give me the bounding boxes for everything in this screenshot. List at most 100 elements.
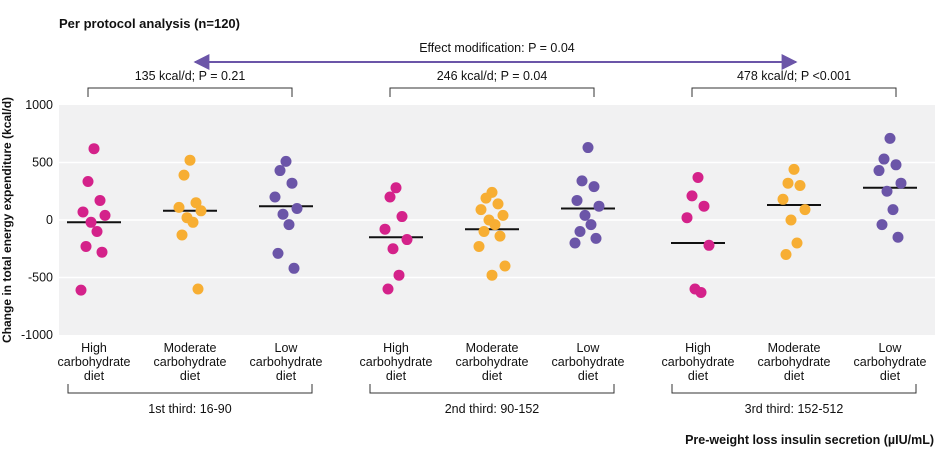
diet-label: carbohydrate (758, 355, 831, 369)
data-point (88, 143, 100, 155)
series-low (863, 132, 917, 243)
data-point (794, 180, 806, 191)
data-point (390, 182, 402, 194)
data-point (288, 262, 300, 274)
data-point (384, 191, 396, 203)
data-point (873, 165, 885, 177)
data-point (475, 204, 487, 216)
data-point (686, 190, 698, 202)
diet-label: carbohydrate (154, 355, 227, 369)
data-point (791, 237, 803, 249)
data-point (280, 155, 292, 167)
data-point (187, 216, 199, 228)
data-point (593, 200, 605, 212)
diet-label: Moderate (768, 341, 821, 355)
data-point (895, 177, 907, 189)
group-label: 1st third: 16-90 (148, 402, 231, 416)
diet-label: carbohydrate (250, 355, 323, 369)
data-point (494, 230, 506, 242)
series-moderate (767, 163, 821, 260)
data-point (497, 209, 509, 221)
data-point (590, 232, 602, 244)
data-point (585, 219, 597, 231)
diet-label: carbohydrate (662, 355, 735, 369)
data-point (99, 209, 111, 221)
data-point (492, 198, 504, 210)
data-point (96, 246, 108, 258)
data-point (94, 194, 106, 206)
diet-label: High (81, 341, 107, 355)
series-high (671, 171, 725, 298)
data-point (190, 197, 202, 209)
series-moderate (163, 154, 217, 295)
data-point (286, 177, 298, 189)
comparison-bracket (389, 87, 595, 97)
comparison-label: 246 kcal/d; P = 0.04 (437, 69, 548, 83)
y-axis-label: Change in total energy expenditure (kcal… (0, 97, 14, 343)
data-point (178, 169, 190, 181)
series-high (369, 182, 423, 295)
data-point (692, 171, 704, 183)
data-point (571, 194, 583, 206)
data-point (379, 223, 391, 235)
data-point (77, 206, 89, 218)
group-bracket (671, 384, 917, 394)
y-tick-label: 500 (32, 156, 53, 170)
diet-label: Low (879, 341, 903, 355)
data-point (473, 240, 485, 252)
data-point (782, 177, 794, 189)
data-point (890, 159, 902, 171)
y-tick-label: -1000 (21, 328, 53, 342)
diet-label: carbohydrate (552, 355, 625, 369)
group-2: 246 kcal/d; P = 0.04 2nd third: 90-152 Hig… (360, 69, 625, 416)
comparison-bracket (87, 87, 293, 97)
data-point (401, 234, 413, 246)
group-label: 3rd third: 152-512 (745, 402, 844, 416)
group-1: 135 kcal/d; P = 0.21 1st third: 16-90 High… (58, 69, 323, 416)
data-point (184, 154, 196, 166)
data-point (884, 132, 896, 144)
data-point (777, 193, 789, 205)
comparison-label: 478 kcal/d; P <0.001 (737, 69, 851, 83)
group-bracket (369, 384, 615, 394)
data-point (569, 237, 581, 249)
data-point (291, 203, 303, 214)
effect-modification-label: Effect modification: P = 0.04 (419, 41, 575, 55)
data-point (486, 269, 498, 281)
diet-label: diet (482, 369, 503, 383)
data-point (269, 191, 281, 203)
data-point (387, 243, 399, 255)
data-point (588, 181, 600, 193)
diet-label: diet (180, 369, 201, 383)
data-point (82, 175, 94, 187)
data-point (576, 175, 588, 187)
data-point (698, 200, 710, 212)
data-point (478, 226, 490, 237)
diet-label: Moderate (466, 341, 519, 355)
group-3: 478 kcal/d; P <0.001 3rd third: 152-512 Hi… (662, 69, 927, 416)
diet-label: carbohydrate (58, 355, 131, 369)
data-point (91, 226, 103, 237)
series-high (67, 143, 121, 296)
data-point (876, 219, 888, 231)
diet-label: Moderate (164, 341, 217, 355)
data-point (695, 286, 707, 298)
diet-label: diet (688, 369, 709, 383)
x-axis-label: Pre-weight loss insulin secretion (µIU/m… (685, 433, 934, 447)
data-point (703, 239, 715, 251)
diet-label: carbohydrate (854, 355, 927, 369)
data-point (799, 204, 811, 216)
data-point (382, 283, 394, 295)
data-point (574, 226, 586, 237)
series-low (561, 142, 615, 249)
diet-label: diet (84, 369, 105, 383)
groups-layer: 135 kcal/d; P = 0.21 1st third: 16-90 High… (58, 69, 927, 416)
data-point (480, 192, 492, 204)
y-axis: 1000 500 0 -500 -1000 (21, 98, 53, 342)
data-point (393, 269, 405, 281)
group-bracket (67, 384, 313, 394)
data-point (85, 216, 97, 228)
data-point (681, 212, 693, 224)
comparison-label: 135 kcal/d; P = 0.21 (135, 69, 246, 83)
